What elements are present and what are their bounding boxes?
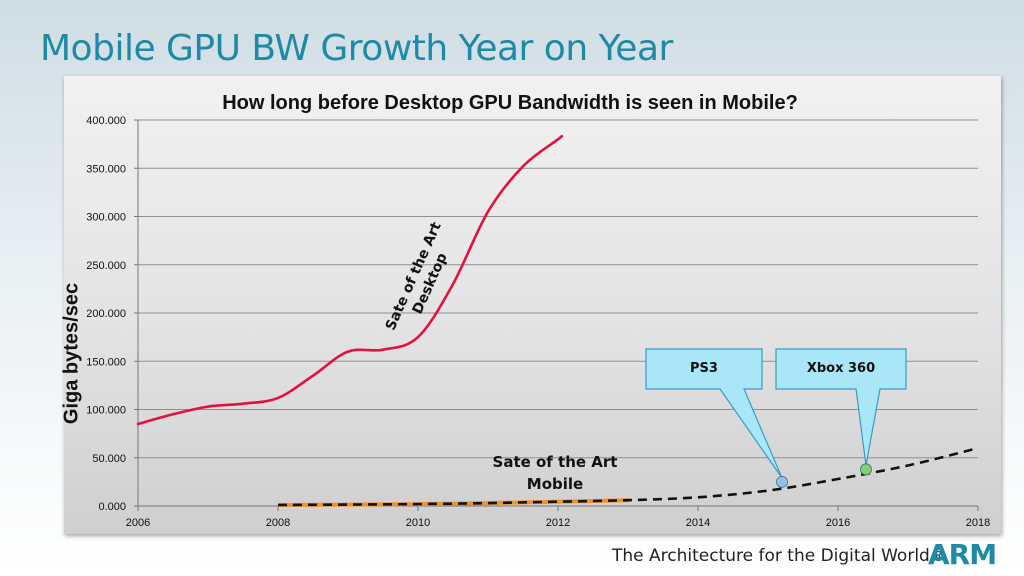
y-axis-label: Giga bytes/sec [60, 282, 83, 425]
y-tick-label: 350.000 [86, 163, 126, 175]
chart-axes [134, 119, 979, 511]
y-tick-label: 400.000 [86, 115, 126, 127]
ps3-callout-label: PS3 [690, 361, 718, 376]
y-tick-label: 0.000 [98, 501, 126, 513]
y-tick-label: 250.000 [86, 260, 126, 272]
x-tick-label: 2014 [686, 517, 710, 529]
y-tick-label: 100.000 [86, 405, 126, 417]
x-tick-label: 2006 [126, 517, 150, 529]
chart-callouts [645, 348, 907, 488]
x-tick-label: 2018 [966, 517, 990, 529]
x-axis-ticks: 2006 2008 2010 2012 2014 2016 2018 [126, 517, 990, 529]
y-tick-label: 300.000 [86, 212, 126, 224]
desktop-bandwidth-line [136, 134, 564, 426]
y-tick-label: 150.000 [86, 356, 126, 368]
y-tick-label: 50.000 [92, 453, 126, 465]
arm-logo: ARM [928, 538, 997, 571]
xbox-marker [860, 463, 872, 476]
footer-tagline: The Architecture for the Digital World® [612, 546, 947, 566]
x-tick-label: 2010 [406, 517, 430, 529]
x-tick-label: 2008 [266, 517, 290, 529]
y-axis-ticks: 0.000 50.000 100.000 150.000 200.000 250.000 3… [86, 115, 126, 513]
xbox-callout-label: Xbox 360 [806, 361, 876, 376]
x-tick-label: 2016 [826, 517, 850, 529]
chart-grid [138, 119, 978, 459]
y-tick-label: 200.000 [86, 308, 126, 320]
mobile-annotation: Sate of the Art Mobile [492, 453, 618, 493]
x-tick-label: 2012 [546, 517, 570, 529]
xbox-callout-box [775, 348, 907, 466]
slide-title: Mobile GPU BW Growth Year on Year [40, 28, 673, 69]
ps3-marker [776, 475, 788, 488]
mobile-bandwidth-line [277, 446, 979, 507]
ps3-callout-box [645, 348, 783, 479]
chart-series [136, 134, 979, 507]
chart-title: How long before Desktop GPU Bandwidth is… [222, 92, 798, 114]
